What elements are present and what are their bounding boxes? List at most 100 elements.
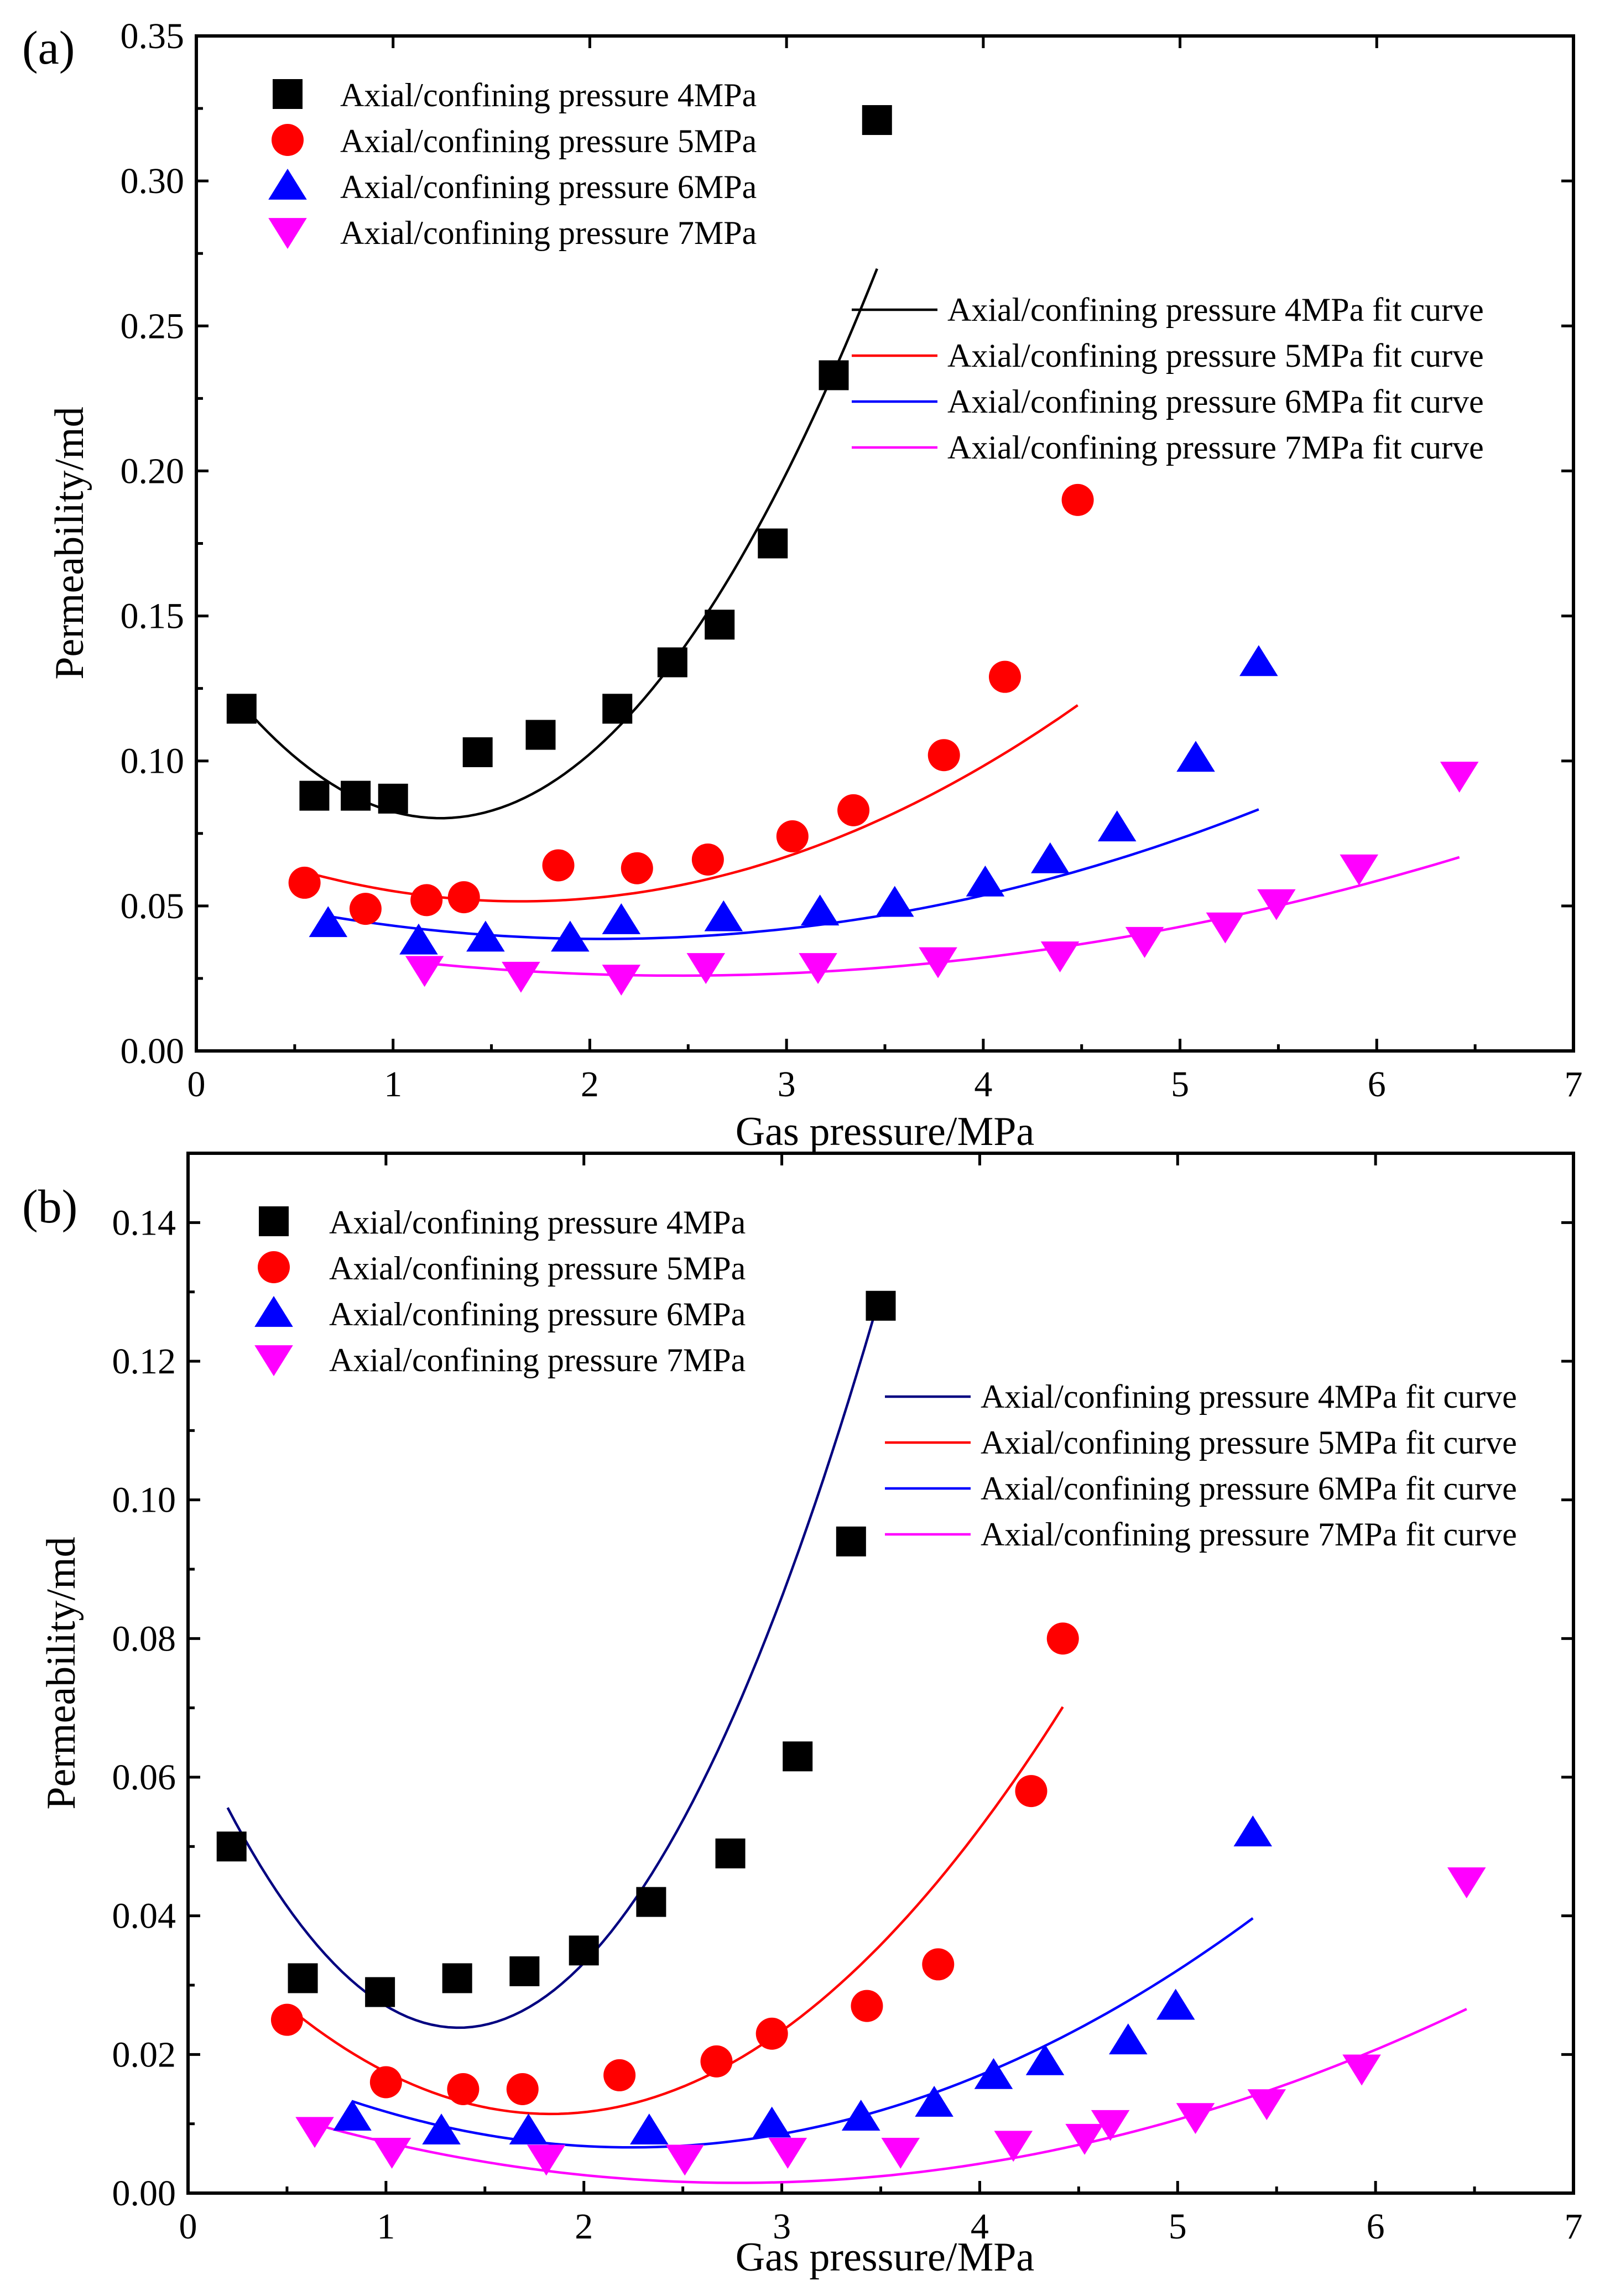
y-tick-label: 0.25 [121, 306, 185, 346]
data-point [988, 660, 1021, 693]
data-point [447, 2073, 480, 2105]
data-point [378, 783, 408, 814]
x-tick-label: 5 [1169, 2206, 1187, 2247]
y-tick-label: 0.06 [112, 1757, 176, 1798]
data-point [270, 2003, 303, 2036]
x-tick-label: 6 [1367, 2206, 1385, 2247]
data-point [1046, 1622, 1079, 1655]
data-points [226, 105, 1479, 996]
data-point [758, 528, 788, 559]
data-point [1176, 2103, 1215, 2134]
data-point [1342, 2054, 1381, 2086]
legend-entry-label: Axial/confining pressure 4MPa [329, 1204, 746, 1241]
data-point [1233, 1815, 1273, 1847]
data-point [799, 953, 837, 985]
legend-entry-label: Axial/confining pressure 4MPa [340, 77, 757, 113]
data-point [657, 647, 687, 678]
data-point [691, 843, 724, 876]
data-point [783, 1741, 813, 1772]
data-point [299, 780, 330, 811]
data-point [1091, 2110, 1130, 2141]
x-tick-label: 3 [778, 1064, 796, 1105]
x-tick-label: 2 [575, 2206, 593, 2247]
data-point [876, 886, 914, 917]
data-point [1065, 2123, 1104, 2155]
legend-marker [268, 218, 307, 249]
data-point [1239, 645, 1278, 676]
x-tick-label: 0 [179, 2206, 197, 2247]
data-point [462, 737, 493, 767]
legend-entry-label: Axial/confining pressure 6MPa [340, 169, 757, 205]
fit-curves [226, 1292, 1467, 2184]
y-tick-label: 0.05 [121, 886, 185, 926]
data-point [288, 1963, 318, 1993]
data-point [819, 360, 849, 391]
legend-fit-label: Axial/confining pressure 5MPa fit curve [947, 337, 1484, 374]
data-point [752, 2106, 791, 2138]
x-tick-label: 4 [974, 1064, 992, 1105]
x-tick-label: 7 [1565, 1064, 1583, 1105]
data-point [915, 2086, 953, 2117]
y-tick-label: 0.00 [112, 2173, 176, 2214]
data-point [509, 2113, 548, 2145]
data-point [881, 2137, 920, 2169]
y-tick-label: 0.15 [121, 596, 185, 637]
data-point [410, 884, 443, 917]
legend-entry-label: Axial/confining pressure 5MPa [340, 123, 757, 159]
x-tick-label: 4 [971, 2206, 989, 2247]
legend-marker [254, 1345, 293, 1377]
legend-fit-label: Axial/confining pressure 7MPa fit curve [947, 429, 1484, 466]
axes-ticks: 0 1 2 3 4 5 6 7 0.00 0.05 0.10 0.15 0.20 0.25 0.30 0.35 [121, 16, 1583, 1105]
x-axis-title: Gas pressure/MPa [736, 2235, 1035, 2280]
legend-markers: Axial/confining pressure 4MPa Axial/confi… [254, 1204, 746, 1378]
data-point [851, 1990, 883, 2022]
legend-fit-label: Axial/confining pressure 6MPa fit curve [947, 383, 1484, 420]
data-point [422, 2113, 461, 2145]
y-axis-title: Permeability/md [47, 407, 92, 679]
fit-curve-line [352, 1917, 1254, 2149]
data-point [603, 2059, 636, 2091]
y-tick-label: 0.08 [112, 1618, 176, 1659]
data-point [349, 893, 382, 925]
data-point [862, 105, 892, 136]
data-point [602, 965, 641, 996]
legend-fit-curves: Axial/confining pressure 4MPa fit curve A… [852, 291, 1484, 466]
y-tick-label: 0.04 [112, 1896, 176, 1936]
legend-entry-label: Axial/confining pressure 5MPa [329, 1250, 746, 1287]
data-point [602, 694, 633, 724]
legend-fit-label: Axial/confining pressure 7MPa fit curve [981, 1516, 1517, 1553]
fit-curve-line [226, 1292, 882, 2029]
data-point [506, 2073, 539, 2105]
y-tick-label: 0.12 [112, 1341, 176, 1382]
data-point [836, 1526, 866, 1556]
data-point [1040, 941, 1080, 973]
data-point [665, 2144, 704, 2176]
data-point [542, 849, 575, 882]
data-point [776, 820, 809, 853]
legend-marker [273, 79, 303, 109]
x-axis-title: Gas pressure/MPa [736, 1109, 1035, 1154]
legend-fit-label: Axial/confining pressure 4MPa fit curve [947, 291, 1484, 328]
data-point [288, 866, 321, 899]
legend-marker [272, 124, 304, 156]
data-point [509, 1956, 540, 1986]
x-tick-label: 2 [581, 1064, 599, 1105]
panel-b: 0 1 2 3 4 5 6 7 0.00 0.02 0.04 0.06 0.08 0.10 0.12 0.14… [22, 1152, 1583, 2280]
data-point [1176, 741, 1215, 772]
data-point [1257, 889, 1296, 920]
data-point [1025, 2044, 1065, 2075]
data-point [841, 2100, 880, 2131]
axes-ticks: 0 1 2 3 4 5 6 7 0.00 0.02 0.04 0.06 0.08 0.10 0.12 0.14 [112, 1153, 1583, 2247]
legend-marker [259, 1206, 289, 1236]
data-point [1340, 854, 1379, 886]
data-point [919, 947, 957, 978]
data-point [399, 923, 438, 955]
x-tick-label: 6 [1368, 1064, 1386, 1105]
data-point [1109, 2023, 1148, 2055]
data-point [1247, 2089, 1286, 2121]
y-tick-label: 0.30 [121, 161, 185, 201]
y-tick-label: 0.35 [121, 16, 185, 56]
data-point [630, 2113, 669, 2145]
data-point [447, 881, 480, 914]
data-point [927, 739, 960, 772]
